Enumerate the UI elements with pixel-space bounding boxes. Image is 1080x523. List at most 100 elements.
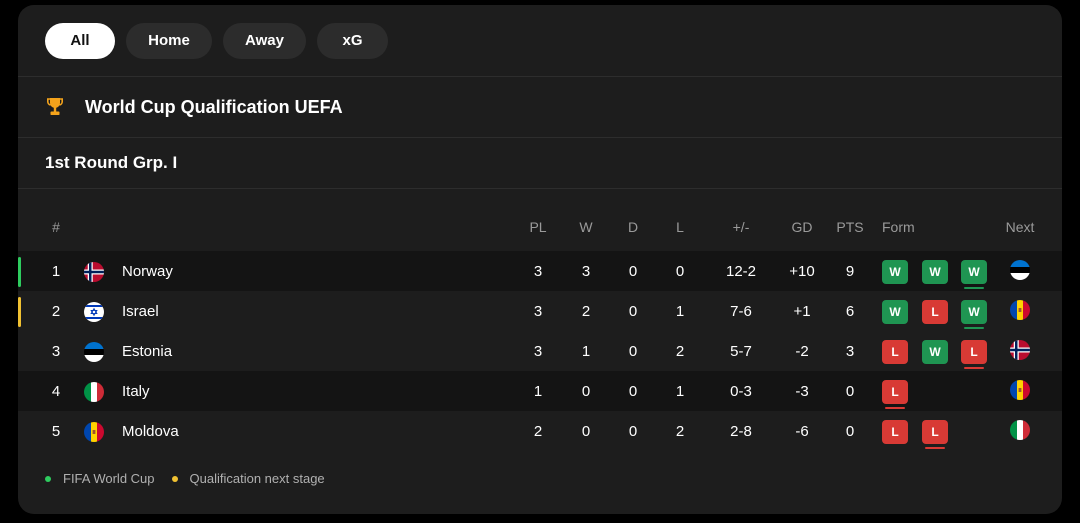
form-badge-loss[interactable]: L bbox=[882, 340, 908, 364]
italy-flag-icon bbox=[84, 382, 104, 402]
team-rank: 1 bbox=[51, 263, 61, 280]
stat-pl: 3 bbox=[533, 303, 543, 320]
form-badge-win[interactable]: W bbox=[882, 260, 908, 284]
stat-pts: 0 bbox=[845, 383, 855, 400]
stat-pl: 1 bbox=[533, 383, 543, 400]
stat-d: 0 bbox=[628, 303, 638, 320]
stat-l: 2 bbox=[675, 423, 685, 440]
stat-w: 3 bbox=[581, 263, 591, 280]
stat-w: 0 bbox=[581, 423, 591, 440]
next-opponent-moldova-flag-icon[interactable] bbox=[1010, 300, 1030, 320]
form-badge-loss[interactable]: L bbox=[922, 420, 948, 444]
norway-flag-icon bbox=[84, 262, 104, 282]
stat-l: 0 bbox=[675, 263, 685, 280]
col-form-header: Form bbox=[882, 219, 915, 235]
table-row[interactable]: 4 Italy 1 0 0 1 0-3 -3 0 L bbox=[18, 371, 1062, 411]
form-badge-win[interactable]: W bbox=[922, 340, 948, 364]
stat-score: 7-6 bbox=[730, 303, 752, 320]
stat-pl: 3 bbox=[533, 263, 543, 280]
legend-label-qualified: FIFA World Cup bbox=[63, 471, 155, 486]
israel-flag-icon bbox=[84, 302, 104, 322]
team-rank: 2 bbox=[51, 303, 61, 320]
team-name[interactable]: Israel bbox=[122, 303, 159, 320]
standings-table: 1 Norway 3 3 0 0 12-2 +10 9 W W W 2 Israel 3 2 0 1 7-6 +1 6 W… bbox=[18, 251, 1062, 451]
stat-w: 1 bbox=[581, 343, 591, 360]
latest-match-underline bbox=[964, 327, 984, 329]
stat-l: 1 bbox=[675, 303, 685, 320]
filter-all-button[interactable]: All bbox=[45, 22, 115, 59]
stat-pts: 3 bbox=[845, 343, 855, 360]
legend-dot-qualified bbox=[45, 475, 51, 482]
zone-indicator bbox=[18, 297, 21, 327]
table-row[interactable]: 2 Israel 3 2 0 1 7-6 +1 6 W L W bbox=[18, 291, 1062, 331]
form-badge-loss[interactable]: L bbox=[922, 300, 948, 324]
form-badge-loss[interactable]: L bbox=[882, 380, 908, 404]
team-rank: 5 bbox=[51, 423, 61, 440]
group-title: 1st Round Grp. I bbox=[45, 153, 178, 172]
latest-match-underline bbox=[964, 287, 984, 289]
stat-pts: 6 bbox=[845, 303, 855, 320]
filter-away-button[interactable]: Away bbox=[223, 22, 306, 59]
filter-xg-button[interactable]: xG bbox=[317, 22, 388, 59]
group-header: 1st Round Grp. I bbox=[18, 138, 1062, 189]
form-badge-win[interactable]: W bbox=[882, 300, 908, 324]
team-name[interactable]: Italy bbox=[122, 383, 150, 400]
legend: FIFA World Cup Qualification next stage bbox=[45, 471, 325, 486]
table-row[interactable]: 1 Norway 3 3 0 0 12-2 +10 9 W W W bbox=[18, 251, 1062, 291]
filter-home-button[interactable]: Home bbox=[126, 22, 212, 59]
stat-gd: +1 bbox=[793, 303, 811, 320]
team-rank: 3 bbox=[51, 343, 61, 360]
estonia-flag-icon bbox=[84, 342, 104, 362]
stat-gd: -3 bbox=[795, 383, 809, 400]
stat-pts: 0 bbox=[845, 423, 855, 440]
next-opponent-estonia-flag-icon[interactable] bbox=[1010, 260, 1030, 280]
standings-card: All Home Away xG World Cup Qualification… bbox=[18, 5, 1062, 514]
col-gd-header[interactable]: GD bbox=[791, 219, 813, 235]
legend-label-next-stage: Qualification next stage bbox=[189, 471, 325, 486]
stat-score: 0-3 bbox=[730, 383, 752, 400]
trophy-icon bbox=[47, 98, 63, 115]
form-badge-win[interactable]: W bbox=[961, 300, 987, 324]
form-badge-win[interactable]: W bbox=[922, 260, 948, 284]
col-pl-header[interactable]: PL bbox=[529, 219, 547, 235]
form-badge-loss[interactable]: L bbox=[882, 420, 908, 444]
next-opponent-italy-flag-icon[interactable] bbox=[1010, 420, 1030, 440]
col-pts-header[interactable]: PTS bbox=[836, 219, 864, 235]
team-rank: 4 bbox=[51, 383, 61, 400]
team-name[interactable]: Moldova bbox=[122, 423, 179, 440]
stat-score: 2-8 bbox=[730, 423, 752, 440]
form-badge-loss[interactable]: L bbox=[961, 340, 987, 364]
col-score-header[interactable]: +/- bbox=[732, 219, 750, 235]
filter-bar: All Home Away xG bbox=[18, 5, 1062, 77]
stat-gd: -2 bbox=[795, 343, 809, 360]
table-header: # PL W D L +/- GD PTS Form Next bbox=[18, 189, 1062, 251]
col-rank-header: # bbox=[52, 219, 60, 235]
stat-w: 0 bbox=[581, 383, 591, 400]
next-opponent-moldova-flag-icon[interactable] bbox=[1010, 380, 1030, 400]
latest-match-underline bbox=[964, 367, 984, 369]
col-d-header[interactable]: D bbox=[627, 219, 639, 235]
league-title: World Cup Qualification UEFA bbox=[85, 96, 343, 117]
stat-d: 0 bbox=[628, 263, 638, 280]
stat-w: 2 bbox=[581, 303, 591, 320]
table-row[interactable]: 5 Moldova 2 0 0 2 2-8 -6 0 L L bbox=[18, 411, 1062, 451]
legend-dot-next-stage bbox=[171, 475, 178, 482]
stat-pl: 3 bbox=[533, 343, 543, 360]
form-badge-win[interactable]: W bbox=[961, 260, 987, 284]
stat-d: 0 bbox=[628, 343, 638, 360]
moldova-flag-icon bbox=[84, 422, 104, 442]
league-header[interactable]: World Cup Qualification UEFA bbox=[18, 77, 1062, 138]
table-row[interactable]: 3 Estonia 3 1 0 2 5-7 -2 3 L W L bbox=[18, 331, 1062, 371]
team-name[interactable]: Norway bbox=[122, 263, 173, 280]
next-opponent-norway-flag-icon[interactable] bbox=[1010, 340, 1030, 360]
zone-indicator bbox=[18, 257, 21, 287]
col-l-header[interactable]: L bbox=[676, 219, 684, 235]
stat-gd: -6 bbox=[795, 423, 809, 440]
stat-score: 5-7 bbox=[730, 343, 752, 360]
stat-pl: 2 bbox=[533, 423, 543, 440]
stat-gd: +10 bbox=[789, 263, 815, 280]
team-name[interactable]: Estonia bbox=[122, 343, 173, 360]
latest-match-underline bbox=[925, 447, 945, 449]
col-w-header[interactable]: W bbox=[579, 219, 593, 235]
stat-l: 2 bbox=[675, 343, 685, 360]
